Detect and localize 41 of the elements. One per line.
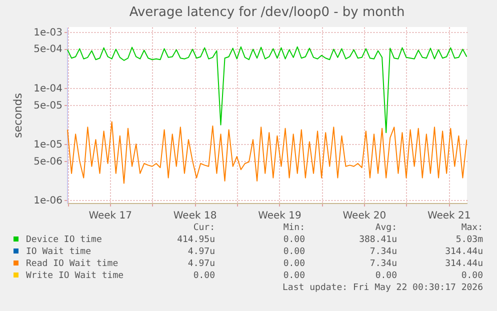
text: 0.00 bbox=[283, 271, 305, 281]
x-tick-label: Week 20 bbox=[342, 210, 386, 222]
text: 0.00 bbox=[461, 271, 483, 281]
text: 0.00 bbox=[283, 235, 305, 245]
y-tick-label: 5e-05 bbox=[34, 100, 62, 112]
line-series bbox=[67, 46, 467, 134]
text: Last update: Fri May 22 00:30:17 2026 bbox=[282, 283, 483, 293]
y-tick-label: 5e-06 bbox=[34, 156, 62, 168]
x-tick-label: Week 19 bbox=[258, 210, 302, 222]
text: 5.03m bbox=[456, 235, 483, 245]
x-tick-label: Week 21 bbox=[427, 210, 471, 222]
text: Max: bbox=[461, 223, 483, 233]
text: Cur: bbox=[193, 223, 215, 233]
text: 0.00 bbox=[193, 271, 215, 281]
text: 7.34u bbox=[370, 259, 397, 269]
legend-label: Write IO Wait time bbox=[26, 271, 124, 281]
text: 7.34u bbox=[370, 247, 397, 257]
y-tick-label: 1e-04 bbox=[34, 83, 62, 94]
line-series bbox=[67, 121, 467, 184]
y-tick-label: 5e-04 bbox=[34, 44, 62, 56]
text: Avg: bbox=[375, 223, 397, 233]
text: 0.00 bbox=[283, 259, 305, 269]
text: 414.95u bbox=[177, 235, 215, 245]
chart-title: Average latency for /dev/loop0 - by month bbox=[129, 4, 405, 20]
x-tick-label: Week 17 bbox=[88, 210, 132, 222]
text: 4.97u bbox=[188, 247, 215, 257]
text: 0.00 bbox=[283, 247, 305, 257]
legend-label: IO Wait time bbox=[26, 247, 92, 257]
text: 388.41u bbox=[359, 235, 397, 245]
y-tick-label: 1e-03 bbox=[34, 27, 62, 38]
y-tick-label: 1e-06 bbox=[34, 196, 62, 207]
x-tick-label: Week 18 bbox=[173, 210, 217, 222]
legend-label: Device IO time bbox=[26, 235, 102, 245]
y-axis-title: seconds bbox=[12, 92, 25, 138]
text: 0.00 bbox=[375, 271, 397, 281]
text: 4.97u bbox=[188, 259, 215, 269]
legend-label: Read IO Wait time bbox=[26, 259, 118, 269]
text: 314.44u bbox=[445, 247, 483, 257]
text: Min: bbox=[283, 223, 305, 233]
y-tick-label: 1e-05 bbox=[34, 140, 62, 151]
text: 314.44u bbox=[445, 259, 483, 269]
